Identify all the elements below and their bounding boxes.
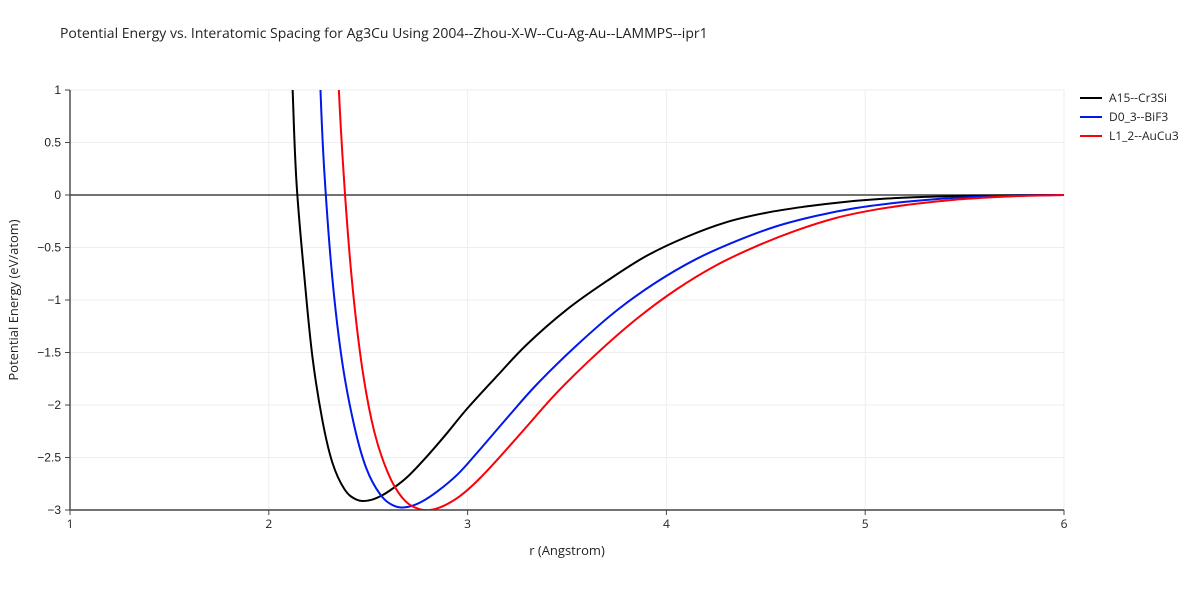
y-tick-label: 1 <box>54 83 61 97</box>
y-tick-label: −0.5 <box>37 241 61 255</box>
y-tick-label: 0 <box>54 188 61 202</box>
x-tick-label: 3 <box>464 515 471 532</box>
x-tick-label: 4 <box>663 515 670 532</box>
y-tick-label: −2.5 <box>37 451 61 465</box>
x-tick-label: 6 <box>1061 515 1068 532</box>
legend: A15--Cr3Si D0_3--BiF3 L1_2--AuCu3 <box>1080 89 1179 144</box>
x-tick-label: 2 <box>265 515 272 532</box>
potential-energy-chart: 1 2 3 4 5 6 −3 −2.5 −2 −1.5 −1 −0.5 0 0.5 1 r (Angstrom… <box>0 0 1200 600</box>
y-tick-label: −2 <box>47 398 61 412</box>
x-tick-label: 5 <box>862 515 869 532</box>
chart-container: Potential Energy vs. Interatomic Spacing… <box>0 0 1200 600</box>
legend-label: A15--Cr3Si <box>1109 89 1167 106</box>
x-tick-label: 1 <box>67 515 74 532</box>
chart-title: Potential Energy vs. Interatomic Spacing… <box>60 24 708 43</box>
y-tick-label: −1 <box>47 293 61 307</box>
legend-label: L1_2--AuCu3 <box>1109 127 1179 144</box>
y-tick-label: −1.5 <box>37 346 61 360</box>
legend-label: D0_3--BiF3 <box>1109 108 1168 125</box>
y-tick-label: −3 <box>47 503 61 517</box>
y-axis-title: Potential Energy (eV/atom) <box>4 219 22 380</box>
y-tick-label: 0.5 <box>44 136 61 150</box>
x-axis-title: r (Angstrom) <box>529 541 605 559</box>
